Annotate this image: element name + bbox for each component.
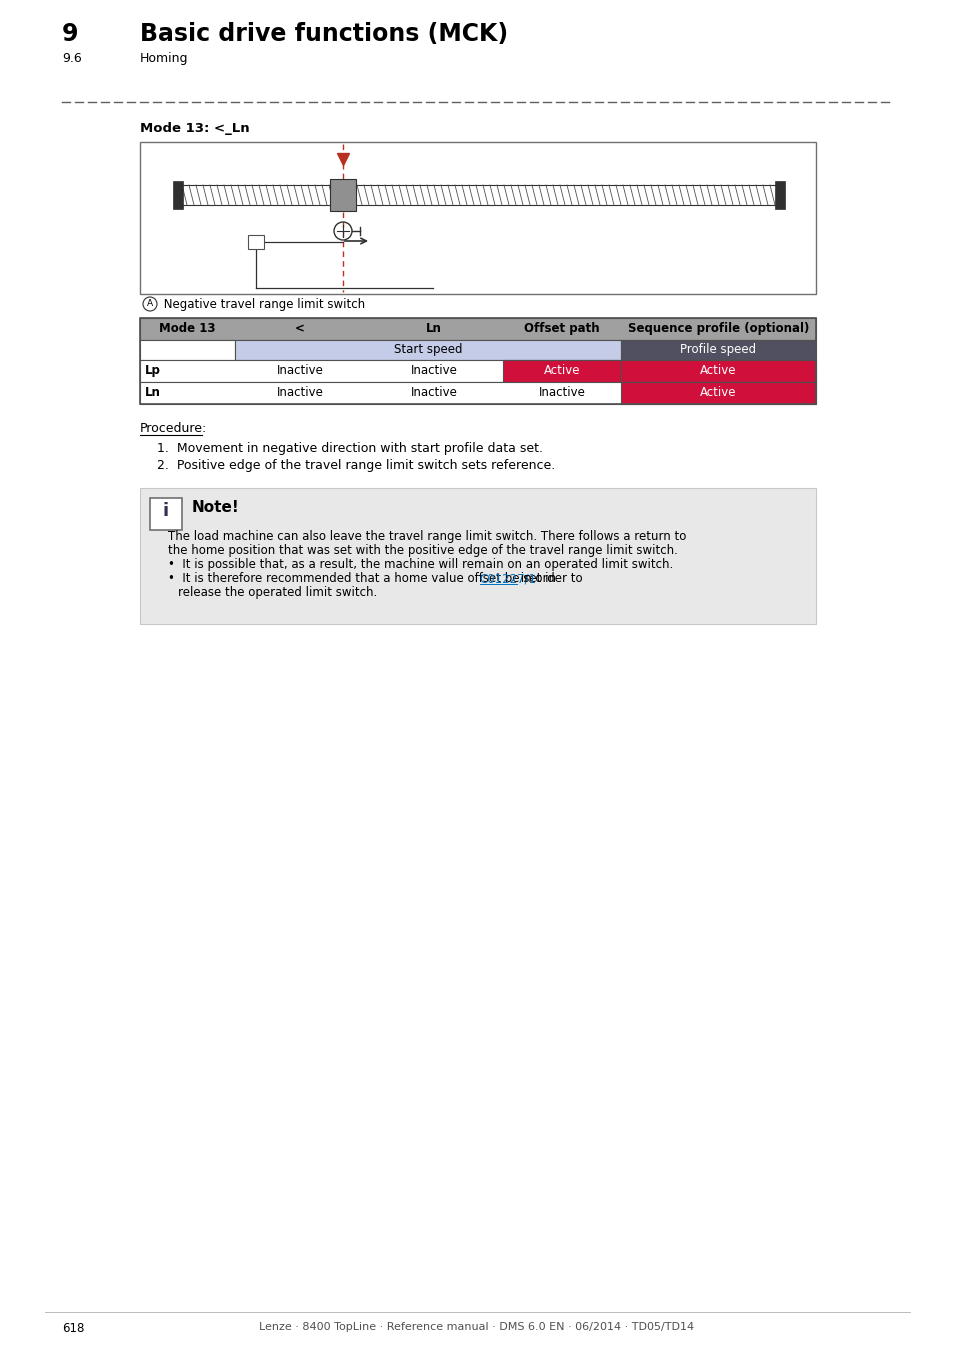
Text: Inactive: Inactive (276, 364, 323, 377)
Text: C01227/1: C01227/1 (479, 572, 537, 585)
Bar (234, 340, 620, 360)
Bar (620, 360, 815, 382)
Bar (620, 382, 815, 404)
Bar (150, 498, 182, 531)
Text: A: A (147, 298, 153, 308)
Text: Sequence profile (optional): Sequence profile (optional) (627, 323, 808, 335)
Text: Inactive: Inactive (410, 364, 456, 377)
Bar (330, 180, 355, 211)
Text: <: < (294, 323, 305, 335)
Text: release the operated limit switch.: release the operated limit switch. (178, 586, 376, 599)
Text: Homing: Homing (140, 53, 189, 65)
Text: Offset path: Offset path (523, 323, 599, 335)
Text: Inactive: Inactive (410, 386, 456, 400)
Text: Active: Active (700, 386, 736, 400)
Bar (140, 382, 815, 404)
Text: Lenze · 8400 TopLine · Reference manual · DMS 6.0 EN · 06/2014 · TD05/TD14: Lenze · 8400 TopLine · Reference manual … (259, 1322, 694, 1332)
Text: •  It is possible that, as a result, the machine will remain on an operated limi: • It is possible that, as a result, the … (168, 558, 673, 571)
Text: Lp: Lp (145, 364, 161, 377)
Text: 9.6: 9.6 (62, 53, 82, 65)
Bar (140, 319, 815, 404)
Text: Basic drive functions (MCK): Basic drive functions (MCK) (140, 22, 508, 46)
Text: Ln: Ln (426, 323, 441, 335)
Text: Inactive: Inactive (276, 386, 323, 400)
Text: Inactive: Inactive (538, 386, 585, 400)
Text: Mode 13: Mode 13 (159, 323, 215, 335)
Bar (140, 319, 815, 340)
Text: 2.  Positive edge of the travel range limit switch sets reference.: 2. Positive edge of the travel range lim… (157, 459, 555, 472)
Text: Procedure:: Procedure: (140, 423, 207, 435)
Text: 9: 9 (62, 22, 78, 46)
Text: Start speed: Start speed (394, 343, 462, 356)
Text: Mode 13: <_Ln: Mode 13: <_Ln (140, 122, 250, 135)
Text: 618: 618 (62, 1322, 84, 1335)
Text: A: A (250, 236, 257, 246)
Bar (140, 360, 815, 382)
Text: 1.  Movement in negative direction with start profile data set.: 1. Movement in negative direction with s… (157, 441, 542, 455)
Text: the home position that was set with the positive edge of the travel range limit : the home position that was set with the … (168, 544, 678, 558)
Text: Ln: Ln (145, 386, 161, 400)
Bar (140, 487, 815, 624)
Text: Active: Active (543, 364, 579, 377)
Bar (620, 340, 815, 360)
Text: Active: Active (700, 364, 736, 377)
Text: Profile speed: Profile speed (679, 343, 756, 356)
Bar (248, 235, 264, 248)
Text: i: i (163, 502, 169, 520)
Bar (180, 185, 778, 205)
Bar (140, 340, 234, 360)
Text: in order to: in order to (517, 572, 582, 585)
Bar (502, 360, 620, 382)
Text: •  It is therefore recommended that a home value offset be set in: • It is therefore recommended that a hom… (168, 572, 559, 585)
Bar (140, 142, 815, 294)
Bar (172, 181, 183, 209)
Text: Negative travel range limit switch: Negative travel range limit switch (160, 298, 365, 311)
Bar (774, 181, 784, 209)
Text: Note!: Note! (192, 500, 239, 514)
Text: The load machine can also leave the travel range limit switch. There follows a r: The load machine can also leave the trav… (168, 531, 685, 543)
